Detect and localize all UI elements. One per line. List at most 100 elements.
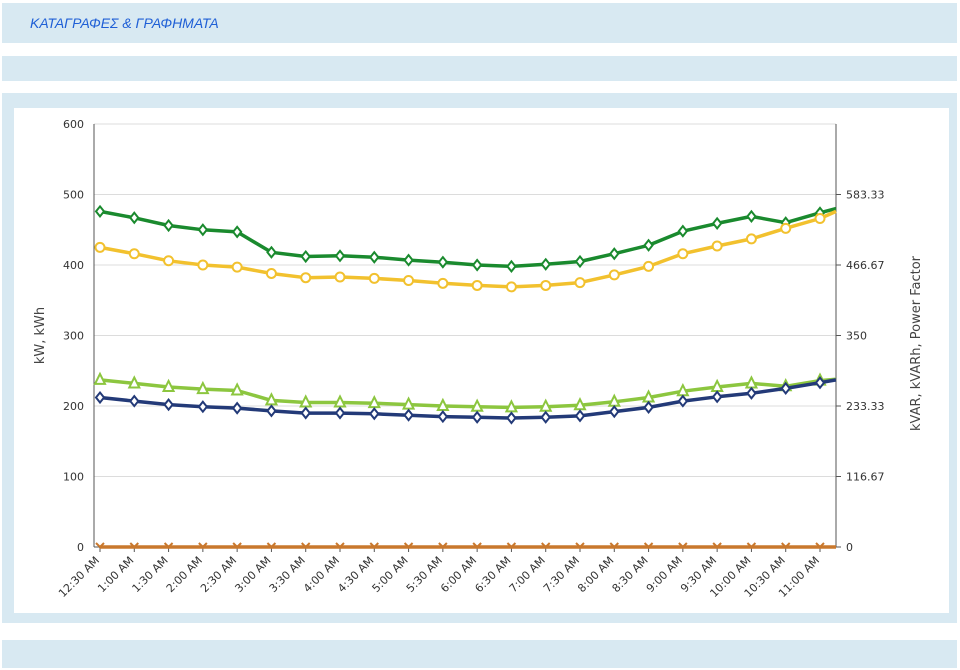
data-point	[369, 407, 380, 421]
data-point	[299, 394, 313, 408]
data-point	[403, 542, 414, 549]
data-point	[677, 224, 689, 238]
data-point	[780, 222, 792, 234]
y-tick-label: 600	[63, 118, 84, 131]
data-point	[333, 394, 347, 408]
data-point	[127, 375, 141, 389]
x-tick-label: 5:30 AM	[404, 554, 445, 595]
data-point	[403, 253, 414, 267]
chart-panel: 0 100 200 300 400 500 600 0 116.67 233.33 350 466.6…	[2, 93, 957, 623]
data-point	[129, 394, 140, 408]
data-point	[266, 542, 277, 549]
data-point	[711, 216, 723, 231]
x-tick-label: 1:30 AM	[130, 554, 171, 595]
y-tick-label: 300	[63, 330, 84, 343]
x-tick-label: 12:30 AM	[56, 554, 102, 600]
data-point	[231, 225, 243, 239]
data-point	[608, 269, 620, 281]
data-point	[266, 245, 277, 259]
data-point	[641, 389, 656, 403]
data-point	[711, 390, 723, 404]
data-point	[746, 542, 757, 549]
data-point	[128, 248, 140, 260]
data-point	[438, 542, 448, 549]
data-point	[504, 399, 519, 413]
data-point	[163, 397, 174, 412]
data-point	[231, 401, 243, 415]
data-point	[368, 272, 380, 284]
data-point	[711, 240, 723, 252]
data-point	[471, 258, 483, 272]
data-point	[436, 397, 450, 411]
data-point	[541, 542, 551, 549]
data-point	[401, 396, 416, 410]
data-point	[437, 255, 449, 269]
y2-tick-label: 583.33	[846, 189, 885, 202]
x-tick-label: 4:00 AM	[301, 554, 342, 595]
x-tick-label: 6:00 AM	[438, 554, 479, 595]
page-title: ΚΑΤΑΓΡΑΦΕΣ & ΓΡΑΦΗΜΑΤΑ	[30, 15, 219, 31]
y2-tick-label: 233.33	[846, 400, 885, 413]
x-tick-label: 8:00 AM	[575, 554, 616, 595]
data-point	[232, 542, 242, 549]
data-point	[369, 250, 380, 264]
data-point	[197, 259, 209, 271]
data-point	[403, 275, 415, 287]
line-chart: 0 100 200 300 400 500 600 0 116.67 233.33 350 466.6…	[33, 118, 924, 600]
data-point	[472, 542, 482, 549]
y-tick-label: 100	[63, 471, 84, 484]
data-point	[470, 398, 484, 412]
data-point	[334, 406, 346, 420]
data-point	[403, 408, 414, 422]
data-point	[300, 406, 311, 420]
data-point	[300, 249, 311, 264]
data-point	[437, 277, 449, 289]
data-point	[744, 375, 759, 389]
x-tick-label: 3:30 AM	[267, 554, 308, 595]
data-point	[781, 542, 791, 549]
series-line	[99, 206, 837, 269]
data-point	[266, 404, 277, 418]
data-point	[746, 386, 757, 400]
data-point	[574, 254, 586, 269]
data-point	[814, 376, 826, 390]
data-point	[609, 247, 620, 261]
data-point	[163, 255, 175, 267]
data-point	[335, 542, 345, 549]
y-tick-label: 200	[63, 400, 84, 413]
data-point	[643, 238, 654, 252]
data-point	[505, 281, 517, 293]
data-point	[95, 542, 105, 549]
y-tick-label: 0	[77, 541, 84, 554]
data-point	[129, 211, 140, 225]
data-point	[367, 394, 381, 409]
data-point	[506, 411, 517, 425]
data-point	[540, 257, 551, 271]
x-tick-label: 3:00 AM	[232, 554, 273, 595]
x-tick-label: 2:30 AM	[198, 554, 239, 595]
title-bar: ΚΑΤΑΓΡΑΦΕΣ & ΓΡΑΦΗΜΑΤΑ	[2, 3, 957, 43]
data-point	[300, 272, 312, 284]
data-point	[607, 393, 621, 407]
data-point	[609, 542, 619, 549]
toolbar-band	[2, 56, 957, 81]
data-point	[197, 223, 209, 237]
data-point	[540, 279, 552, 291]
data-point	[301, 542, 311, 549]
y-axis-title: kW, kWh	[33, 307, 48, 364]
data-point	[643, 542, 654, 549]
data-point	[574, 409, 586, 423]
data-point	[230, 382, 244, 396]
data-point	[163, 542, 174, 549]
x-tick-label: 9:00 AM	[644, 554, 685, 595]
y2-tick-label: 0	[846, 541, 853, 554]
data-point	[197, 400, 209, 414]
y-tick-label: 500	[63, 189, 84, 202]
x-tick-label: 6:30 AM	[472, 554, 513, 595]
data-point	[609, 405, 620, 419]
x-tick-label: 7:30 AM	[541, 554, 582, 595]
data-point	[575, 542, 585, 549]
data-point	[539, 398, 553, 412]
data-point	[198, 542, 208, 549]
y2-tick-label: 466.67	[846, 259, 885, 272]
